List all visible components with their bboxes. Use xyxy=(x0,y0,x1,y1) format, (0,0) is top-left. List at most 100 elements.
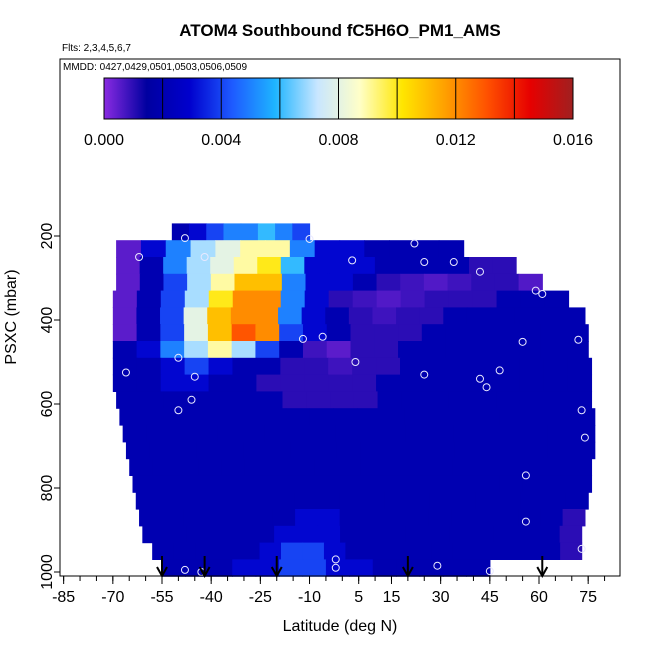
heatmap-cell xyxy=(448,290,474,308)
heatmap-cell xyxy=(383,525,407,544)
heatmap-cell xyxy=(499,475,524,493)
observation-point xyxy=(174,353,183,362)
heatmap-cell xyxy=(495,509,519,527)
heatmap-cell xyxy=(545,475,570,493)
heatmap-cell xyxy=(232,374,258,392)
heatmap-cell xyxy=(326,341,352,359)
heatmap-cell xyxy=(139,391,165,409)
heatmap-cell xyxy=(335,425,360,443)
heatmap-cell xyxy=(143,408,168,426)
heatmap-cell xyxy=(231,341,257,359)
heatmap-cell xyxy=(475,458,500,476)
chart-title: ATOM4 Southbound fC5H6O_PM1_AMS xyxy=(179,21,500,40)
heatmap-cell xyxy=(340,525,363,544)
heatmap-cell xyxy=(352,374,377,392)
heatmap-cell xyxy=(423,273,449,292)
heatmap-cell xyxy=(264,425,289,443)
heatmap-cell xyxy=(396,307,421,325)
heatmap-cell xyxy=(187,273,212,292)
heatmap-cell xyxy=(257,223,276,241)
heatmap-cell xyxy=(178,475,202,493)
heatmap-cell xyxy=(160,307,185,325)
heatmap-cell xyxy=(203,492,227,510)
observation-point xyxy=(331,555,340,564)
heatmap-cell xyxy=(112,324,138,342)
heatmap-cell xyxy=(135,492,159,510)
heatmap-cell xyxy=(165,240,192,258)
heatmap-cell xyxy=(476,475,501,493)
heatmap-cell xyxy=(352,290,378,308)
observation-point xyxy=(190,372,199,381)
heatmap-cell xyxy=(198,458,223,476)
heatmap-cell xyxy=(281,542,304,560)
heatmap-cell xyxy=(430,441,455,460)
heatmap-cell xyxy=(116,257,141,275)
heatmap-cell xyxy=(447,273,472,292)
heatmap-cell xyxy=(240,223,259,241)
x-axis: -85 -70 -55 -40 -25 -10 5 15 30 45 60 75 xyxy=(52,575,620,606)
heatmap-cell xyxy=(564,341,589,359)
heatmap-cell xyxy=(267,458,292,476)
heatmap-cell xyxy=(184,357,210,376)
heatmap-cell xyxy=(540,509,564,527)
heatmap-cell xyxy=(279,341,304,359)
heatmap-cell xyxy=(475,492,499,510)
heatmap-cell xyxy=(404,408,429,426)
heatmap-cell xyxy=(423,357,449,376)
x-tick-label: -85 xyxy=(52,589,75,606)
observation-point xyxy=(482,383,491,392)
heatmap-cell xyxy=(423,374,449,392)
heatmap-cell xyxy=(228,509,252,527)
heatmap-cell xyxy=(495,374,521,392)
heatmap-cell xyxy=(493,525,517,544)
heatmap-cell xyxy=(329,273,354,292)
heatmap-cell xyxy=(216,542,239,560)
heatmap-cell xyxy=(302,559,327,577)
colorbar-tick-label: 0.016 xyxy=(553,132,593,149)
heatmap-cell xyxy=(471,273,496,292)
heatmap-cell xyxy=(476,425,501,443)
observation-point xyxy=(475,267,484,276)
observation-point xyxy=(577,406,586,415)
heatmap-cell xyxy=(240,425,265,443)
heatmap-cell xyxy=(361,525,385,544)
heatmap-cell xyxy=(452,542,475,560)
heatmap-cell xyxy=(376,374,401,392)
heatmap-cell xyxy=(193,425,218,443)
heatmap-cell xyxy=(254,307,279,325)
heatmap-cell xyxy=(247,475,271,493)
x-tick-label: -40 xyxy=(200,589,223,606)
heatmap-cell xyxy=(139,509,162,527)
heatmap-cell xyxy=(429,458,454,476)
heatmap-cell xyxy=(495,357,521,376)
heatmap-cell xyxy=(190,408,216,426)
heatmap-cell xyxy=(384,509,408,527)
heatmap-cell xyxy=(282,391,307,409)
heatmap-cell xyxy=(469,257,494,275)
heatmap-cell xyxy=(358,425,383,443)
heatmap-cell xyxy=(571,425,596,443)
heatmap-cell xyxy=(325,307,350,325)
heatmap-cell xyxy=(112,307,138,325)
heatmap-cell xyxy=(184,324,209,342)
heatmap-cell xyxy=(564,324,589,342)
heatmap-cell xyxy=(219,441,244,460)
heatmap-cell xyxy=(442,559,468,577)
heatmap-cell xyxy=(285,408,311,426)
heatmap-cell xyxy=(186,257,211,275)
heatmap-cell xyxy=(472,290,498,308)
heatmap-cell xyxy=(243,441,268,460)
heatmap-cell xyxy=(350,324,375,342)
heatmap-cell xyxy=(421,324,447,342)
heatmap-cell xyxy=(270,475,294,493)
heatmap-cell xyxy=(352,273,378,292)
observation-point xyxy=(135,253,144,261)
heatmap-cell xyxy=(364,240,390,258)
heatmap-cell xyxy=(571,441,596,460)
heatmap-cell xyxy=(570,408,596,426)
heatmap-cell xyxy=(339,240,365,258)
y-tick-label: 200 xyxy=(39,223,56,250)
heatmap-cell xyxy=(495,542,518,560)
heatmap-cell xyxy=(252,525,275,544)
heatmap-cell xyxy=(302,324,328,342)
